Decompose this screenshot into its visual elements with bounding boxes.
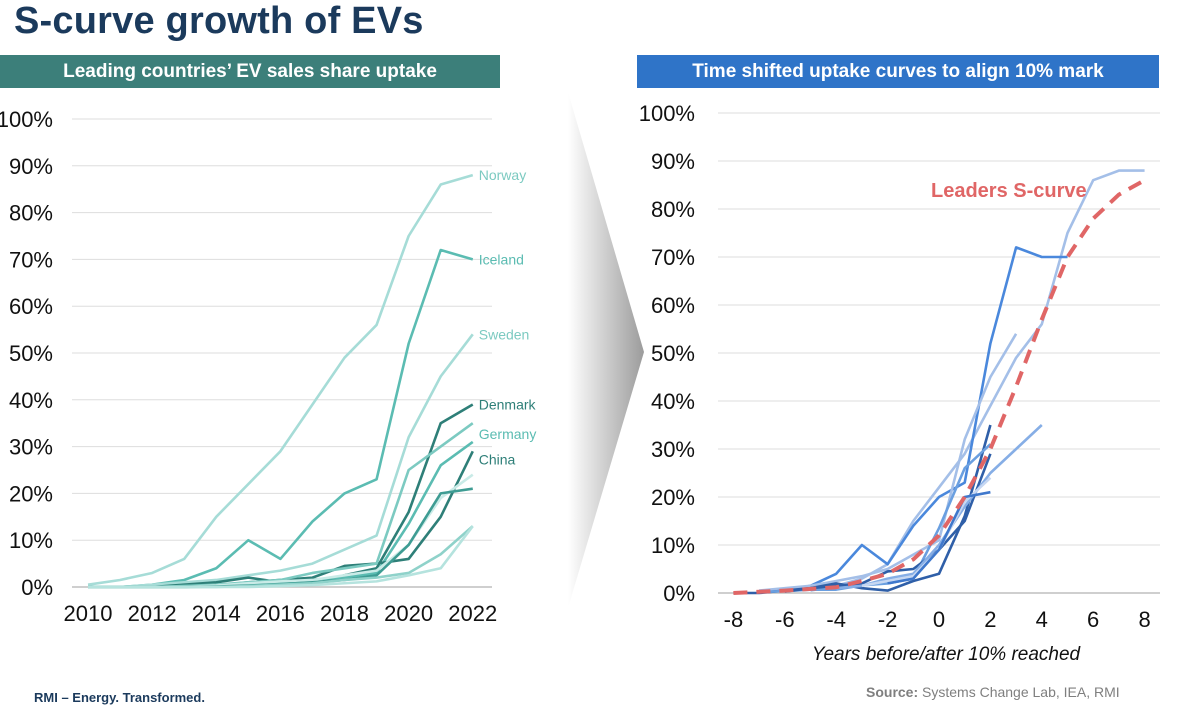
left-series-line-china bbox=[88, 450, 474, 589]
left-series-label-iceland: Iceland bbox=[479, 251, 524, 267]
right-x-tick-label: 2 bbox=[984, 607, 996, 632]
left-x-tick-label: 2016 bbox=[256, 601, 305, 626]
left-y-tick-label: 90% bbox=[9, 154, 53, 179]
right-y-tick-label: 80% bbox=[651, 197, 695, 222]
source-label: Source: bbox=[866, 684, 919, 700]
right-series-line-norway bbox=[810, 169, 1145, 592]
right-y-tick-label: 20% bbox=[651, 485, 695, 510]
left-series-line-sweden bbox=[88, 333, 474, 589]
left-x-tick-label: 2018 bbox=[320, 601, 369, 626]
left-x-tick-label: 2014 bbox=[192, 601, 241, 626]
right-x-tick-label: 4 bbox=[1036, 607, 1048, 632]
left-x-tick-label: 2010 bbox=[64, 601, 113, 626]
right-y-tick-label: 10% bbox=[651, 533, 695, 558]
left-series-line-norway bbox=[87, 173, 474, 586]
left-series-label-china: China bbox=[479, 451, 516, 467]
left-y-tick-label: 70% bbox=[9, 247, 53, 272]
source-footer: Source: Systems Change Lab, IEA, RMI bbox=[866, 684, 1120, 700]
right-series-line-sweden bbox=[758, 333, 1018, 592]
right-y-tick-label: 90% bbox=[651, 149, 695, 174]
left-series-line-germany bbox=[88, 440, 474, 589]
right-x-tick-label: -8 bbox=[724, 607, 744, 632]
left-x-tick-label: 2022 bbox=[448, 601, 497, 626]
left-series-line-country-11 bbox=[88, 525, 474, 589]
source-text: Systems Change Lab, IEA, RMI bbox=[918, 684, 1120, 700]
right-x-tick-label: 6 bbox=[1087, 607, 1099, 632]
right-x-tick-label: 8 bbox=[1138, 607, 1150, 632]
left-x-tick-label: 2020 bbox=[384, 601, 433, 626]
left-series-line-country-7 bbox=[88, 422, 474, 589]
brand-footer: RMI – Energy. Transformed. bbox=[34, 690, 205, 705]
right-chart: 0% 10% 20% 30% 40% 50% 60% 70% 80% 90% 100% -8 -6 -4 -… bbox=[639, 101, 1160, 665]
left-y-tick-label: 20% bbox=[9, 481, 53, 506]
right-x-tick-label: 0 bbox=[933, 607, 945, 632]
right-y-tick-label: 40% bbox=[651, 389, 695, 414]
left-y-tick-label: 0% bbox=[21, 575, 53, 600]
right-x-tick-label: -4 bbox=[826, 607, 846, 632]
right-y-tick-label: 100% bbox=[639, 101, 695, 126]
right-x-tick-label: -2 bbox=[878, 607, 898, 632]
left-chart: 0% 10% 20% 30% 40% 50% 60% 70% 80% 90% 100% 2010 201… bbox=[0, 107, 537, 626]
left-y-tick-label: 30% bbox=[9, 435, 53, 460]
right-series-line-country-9 bbox=[887, 490, 991, 585]
leaders-s-curve-annotation: Leaders S-curve bbox=[931, 180, 1087, 202]
left-y-tick-label: 80% bbox=[9, 201, 53, 226]
right-series-line-iceland bbox=[784, 246, 1068, 592]
transition-arrow bbox=[568, 92, 644, 608]
left-y-tick-label: 40% bbox=[9, 388, 53, 413]
left-x-tick-label: 2012 bbox=[128, 601, 177, 626]
page-title: S-curve growth of EVs bbox=[14, 0, 424, 42]
right-x-tick-label: -6 bbox=[775, 607, 795, 632]
right-y-tick-label: 70% bbox=[651, 245, 695, 270]
left-series-label-germany: Germany bbox=[479, 426, 537, 442]
left-y-tick-label: 100% bbox=[0, 107, 53, 132]
right-series-line-leaders-s-curve bbox=[733, 178, 1146, 595]
right-series-line-china bbox=[784, 453, 992, 593]
left-y-tick-label: 50% bbox=[9, 341, 53, 366]
right-y-tick-label: 60% bbox=[651, 293, 695, 318]
left-series-label-sweden: Sweden bbox=[479, 326, 530, 342]
right-y-tick-label: 50% bbox=[651, 341, 695, 366]
right-chart-title: Time shifted uptake curves to align 10% … bbox=[637, 55, 1159, 88]
left-series-label-denmark: Denmark bbox=[479, 396, 537, 412]
right-y-tick-label: 30% bbox=[651, 437, 695, 462]
left-y-tick-label: 60% bbox=[9, 294, 53, 319]
left-series-line-country-9 bbox=[88, 487, 473, 589]
left-series-label-norway: Norway bbox=[479, 167, 526, 183]
right-x-axis-title: Years before/after 10% reached bbox=[812, 644, 1082, 665]
left-chart-title: Leading countries’ EV sales share uptake bbox=[0, 55, 500, 88]
left-y-tick-label: 10% bbox=[9, 528, 53, 553]
right-y-tick-label: 0% bbox=[663, 581, 695, 606]
right-series-line-denmark bbox=[733, 424, 992, 595]
